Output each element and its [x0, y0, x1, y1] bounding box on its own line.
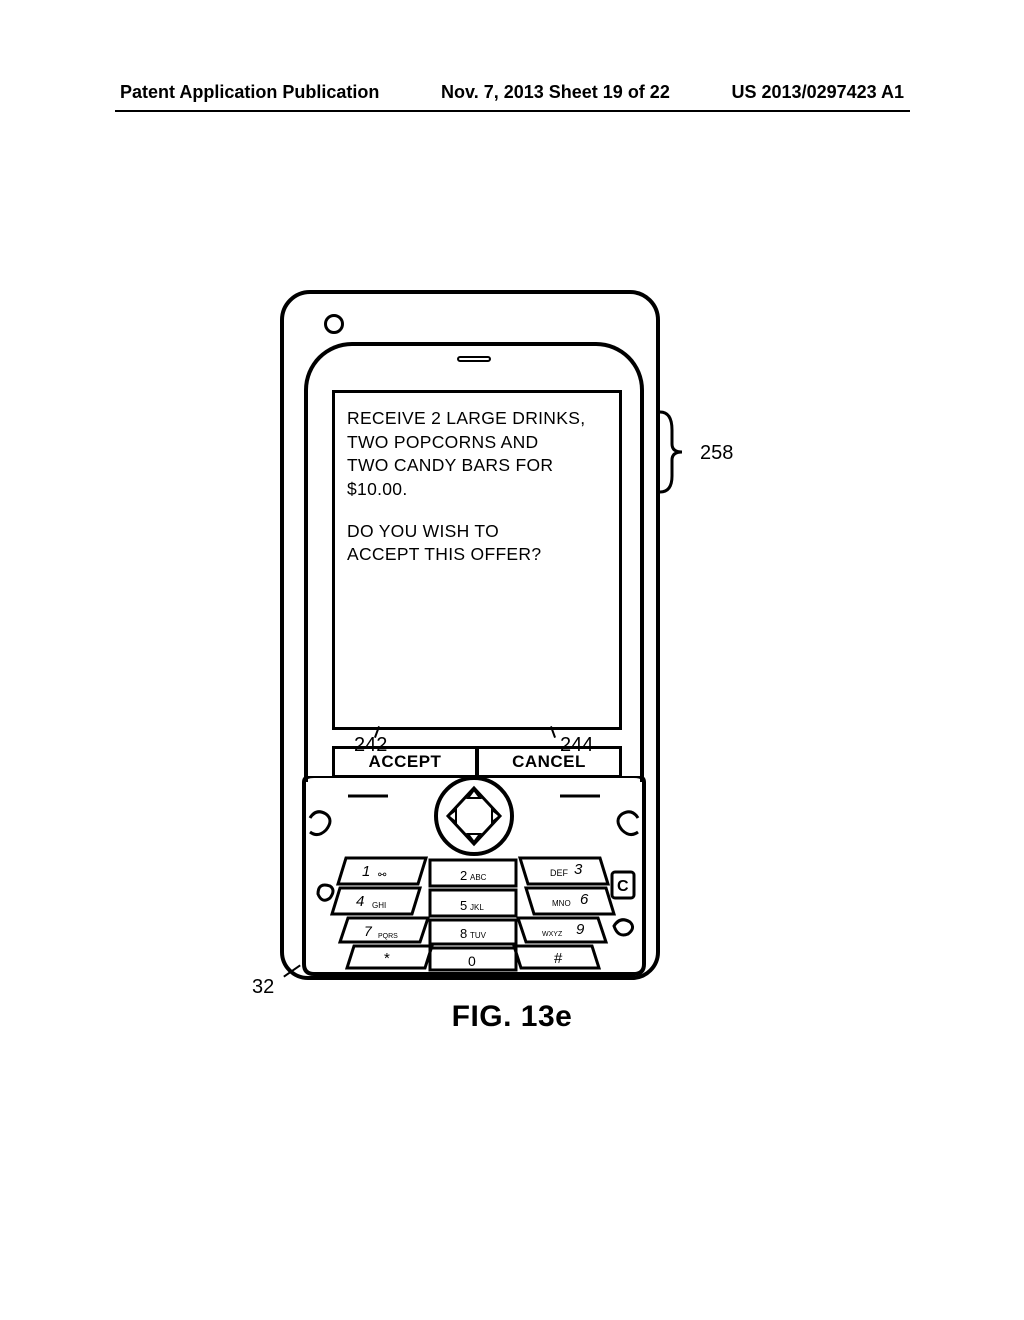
phone-body: RECEIVE 2 LARGE DRINKS, TWO POPCORNS AND…	[280, 290, 660, 980]
key-3-label: 3	[574, 861, 583, 878]
key-5-sub: JKL	[470, 903, 484, 912]
header-right: US 2013/0297423 A1	[732, 82, 904, 103]
prompt-line: DO YOU WISH TO	[347, 520, 607, 544]
header-center: Nov. 7, 2013 Sheet 19 of 22	[441, 82, 670, 103]
key-3-sub: DEF	[550, 868, 569, 878]
key-7-sub: PQRS	[378, 933, 398, 940]
key-8-label: 8	[460, 926, 467, 941]
spacer	[347, 502, 607, 520]
key-8-sub: TUV	[470, 931, 487, 940]
key-6-sub: MNO	[552, 899, 571, 908]
offer-line: $10.00.	[347, 478, 607, 502]
key-2-label: 2	[460, 868, 467, 883]
key-hash-label: #	[554, 950, 563, 967]
key-2-sub: ABC	[470, 873, 487, 882]
key-7-label: 7	[364, 923, 373, 939]
ref-258: 258	[700, 442, 733, 465]
key-9-sub: WXYZ	[542, 931, 563, 938]
figure-caption: FIG. 13e	[0, 1000, 1024, 1034]
camera-hole-icon	[324, 314, 344, 334]
key-4-label: 4	[356, 893, 364, 910]
cancel-button[interactable]: CANCEL	[477, 746, 622, 778]
earpiece-icon	[457, 356, 491, 362]
key-1-label: 1	[362, 863, 370, 880]
key-0-label: 0	[468, 953, 476, 969]
keypad-area: 1 ⚯ 2 ABC DEF 3 4 GHI 5 JKL MNO 6 7 PQRS…	[298, 776, 650, 976]
key-4-sub: GHI	[372, 901, 386, 910]
header-rule	[115, 110, 910, 112]
key-1-sub: ⚯	[378, 870, 387, 881]
ref-32: 32	[252, 976, 274, 999]
phone-screen: RECEIVE 2 LARGE DRINKS, TWO POPCORNS AND…	[332, 390, 622, 730]
key-star-label: *	[384, 950, 390, 967]
keypad-svg: 1 ⚯ 2 ABC DEF 3 4 GHI 5 JKL MNO 6 7 PQRS…	[298, 776, 650, 976]
ref-242: 242	[354, 734, 387, 757]
ref-258-bracket-icon	[658, 410, 698, 496]
key-6-label: 6	[580, 891, 589, 908]
key-9-label: 9	[576, 921, 585, 938]
ref-244: 244	[560, 734, 593, 757]
offer-line: TWO CANDY BARS FOR	[347, 454, 607, 478]
offer-line: RECEIVE 2 LARGE DRINKS,	[347, 407, 607, 431]
offer-line: TWO POPCORNS AND	[347, 431, 607, 455]
key-5-label: 5	[460, 898, 467, 913]
figure-phone: RECEIVE 2 LARGE DRINKS, TWO POPCORNS AND…	[280, 290, 700, 1030]
offer-message: RECEIVE 2 LARGE DRINKS, TWO POPCORNS AND…	[335, 393, 619, 581]
header-left: Patent Application Publication	[120, 82, 379, 103]
screen-frame: RECEIVE 2 LARGE DRINKS, TWO POPCORNS AND…	[304, 342, 644, 782]
prompt-line: ACCEPT THIS OFFER?	[347, 543, 607, 567]
page-header: Patent Application Publication Nov. 7, 2…	[0, 82, 1024, 103]
key-clear-label: C	[617, 878, 629, 895]
